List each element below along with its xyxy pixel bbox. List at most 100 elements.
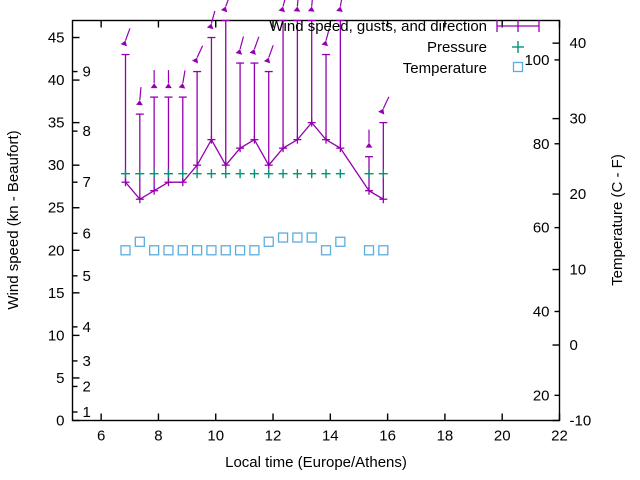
arrow-head <box>293 6 301 12</box>
wind-direction-arrow <box>278 0 286 13</box>
temperature-marker <box>292 232 303 243</box>
y-tick-label: 20 <box>48 242 65 259</box>
temperature-marker <box>120 245 131 256</box>
arrow-head <box>278 6 286 13</box>
arrow-head <box>307 6 315 12</box>
wind-direction-arrow <box>263 45 274 64</box>
y2-fahrenheit-label: 20 <box>533 387 550 404</box>
x-tick-label: 20 <box>494 428 511 445</box>
wind-direction-arrow <box>191 45 204 64</box>
temperature-markers <box>120 232 389 256</box>
y2-celsius-label: 10 <box>570 262 587 279</box>
temperature-marker <box>363 245 375 256</box>
temperature-marker <box>177 245 188 256</box>
y2-fahrenheit-label: 100 <box>524 52 549 69</box>
x-tick-label: 16 <box>379 428 396 445</box>
x-axis-title: Local time (Europe/Athens) <box>225 454 407 471</box>
y-axis-beaufort-labels: 1 2 3 4 5 6 7 8 9 <box>72 64 91 421</box>
temperature-marker <box>234 245 246 256</box>
temperature-marker <box>163 245 174 256</box>
arrow-shaft <box>139 87 142 101</box>
arrow-head <box>165 83 172 89</box>
y-tick-label: 40 <box>48 72 65 89</box>
legend-marker-wind <box>496 20 540 32</box>
arrow-shaft <box>382 96 390 109</box>
y2-axis-celsius-ticks: -10 0 10 20 30 40 <box>552 35 592 430</box>
arrow-shaft <box>182 70 186 84</box>
temperature-marker <box>148 245 160 256</box>
arrow-shaft <box>339 0 343 7</box>
wind-direction-arrow <box>120 28 131 47</box>
wind-direction-arrow <box>365 129 373 148</box>
arrow-head <box>249 49 256 55</box>
arrow-head <box>120 40 127 47</box>
wind-direction-arrow <box>178 70 186 89</box>
beaufort-label: 5 <box>83 268 91 285</box>
arrow-shaft <box>296 0 299 7</box>
y2-celsius-label: 20 <box>570 186 587 203</box>
arrow-shaft <box>268 45 274 58</box>
x-tick-label: 10 <box>207 428 224 445</box>
wind-direction-arrow <box>378 96 390 115</box>
beaufort-label: 8 <box>83 123 91 140</box>
arrow-head <box>178 83 186 89</box>
x-tick-label: 8 <box>154 428 162 445</box>
wind-direction-arrow <box>293 0 301 12</box>
temperature-marker <box>378 245 389 256</box>
temperature-marker <box>306 232 317 243</box>
y2-fahrenheit-label: 60 <box>533 220 550 237</box>
wind-direction-arrow <box>307 0 315 12</box>
arrow-shaft <box>196 45 204 58</box>
arrow-shaft <box>311 0 313 7</box>
x-tick-label: 12 <box>265 428 282 445</box>
x-axis-ticks: 6 8 10 12 14 16 18 20 22 <box>97 20 568 445</box>
pressure-markers <box>120 169 388 179</box>
wind-direction-arrow <box>206 10 216 30</box>
wind-direction-arrow <box>136 87 143 106</box>
wind-direction-arrow <box>336 0 343 13</box>
beaufort-label: 7 <box>83 174 91 191</box>
y2-axis-fahrenheit-labels: 20 40 60 80 100 <box>524 52 560 404</box>
y-tick-label: 0 <box>56 413 64 430</box>
wind-direction-arrow <box>220 0 229 13</box>
wind-speed-line <box>121 118 388 204</box>
arrow-shaft <box>124 28 131 41</box>
y2-celsius-label: -10 <box>570 413 592 430</box>
legend: Wind speed, gusts, and direction Pressur… <box>269 18 540 77</box>
arrow-head <box>220 6 228 13</box>
arrow-shaft <box>253 36 260 50</box>
beaufort-label: 6 <box>83 225 91 242</box>
y2-celsius-label: 40 <box>570 35 587 52</box>
y2-axis-title: Temperature (C - F) <box>609 154 626 286</box>
y2-celsius-label: 30 <box>570 111 587 128</box>
wind-direction-arrow <box>321 27 330 47</box>
y-tick-label: 5 <box>56 370 64 387</box>
y-tick-label: 45 <box>48 30 65 47</box>
arrow-head <box>336 6 343 13</box>
y2-fahrenheit-label: 80 <box>533 136 550 153</box>
temperature-marker <box>263 236 274 247</box>
wind-speed-polyline <box>125 121 384 201</box>
wind-direction-arrow <box>235 36 245 55</box>
arrow-head <box>321 40 329 47</box>
y-tick-label: 15 <box>48 285 65 302</box>
y-tick-label: 30 <box>48 157 65 174</box>
arrow-head <box>263 57 271 64</box>
arrow-shaft <box>210 10 216 24</box>
arrow-head <box>150 83 158 89</box>
x-tick-label: 18 <box>437 428 454 445</box>
legend-label-wind: Wind speed, gusts, and direction <box>269 18 487 35</box>
wind-direction-arrow <box>150 70 158 89</box>
wind-direction-arrow <box>165 70 172 89</box>
beaufort-label: 9 <box>83 64 91 81</box>
y-axis-title: Wind speed (kn - Beaufort) <box>5 130 22 309</box>
y2-celsius-label: 0 <box>570 337 578 354</box>
legend-label-pressure: Pressure <box>427 39 487 56</box>
plot-frame <box>71 19 561 422</box>
beaufort-label: 2 <box>83 378 91 395</box>
arrow-shaft <box>225 0 229 7</box>
wind-direction-arrow <box>249 36 260 55</box>
temperature-marker <box>277 232 289 243</box>
